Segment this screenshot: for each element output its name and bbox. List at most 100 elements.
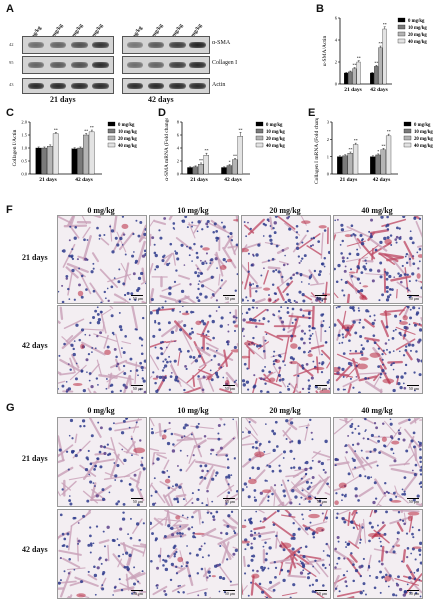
y-tick-label: 4 [335,38,338,43]
legend-label: 10 mg/kg [266,130,285,135]
bar [35,147,42,175]
bar [344,72,349,85]
scale-bar-label: 50 μm [316,296,327,301]
column-header: 20 mg/kg [269,206,301,215]
significance-label: ** [379,41,383,46]
scale-bar [315,295,327,296]
scale-bar [131,498,143,499]
legend-swatch [255,135,264,141]
scale-bar-label: 50 μm [132,499,143,504]
mw-marker: 42 [9,42,14,47]
legend-label: 10 mg/kg [118,130,137,135]
bar [378,47,383,85]
legend-label: 0 mg/kg [414,123,431,128]
panel-label-a: A [6,3,14,15]
category-label: 42 days [373,177,391,183]
y-axis-label: α-SMA/Actin [322,36,328,67]
legend-swatch [397,24,406,30]
blot-actin-21d [22,78,114,94]
y-tick-label: 4 [177,146,180,151]
bar [232,159,238,175]
legend-label: 20 mg/kg [118,137,137,142]
mw-marker: 95 [9,60,14,65]
legend-swatch [397,17,406,23]
scale-bar [407,295,419,296]
legend-label: 0 mg/kg [118,123,135,128]
bar [83,134,89,175]
bar [385,135,392,175]
y-tick-label: 0 [327,172,330,177]
significance-label: * [229,160,231,165]
y-tick-label: 6 [335,16,338,21]
legend-label: 10 mg/kg [408,26,427,31]
bar [88,131,95,175]
y-tick-label: 2 [177,159,179,164]
blot-actin-42d [122,78,210,94]
legend-label: 40 mg/kg [414,144,433,149]
significance-label: ** [354,138,358,143]
category-label: 21 days [39,177,57,183]
row-header: 42 days [22,545,48,554]
bar [203,155,209,175]
y-tick-label: 8 [177,120,180,125]
bar [370,72,375,85]
bar [198,164,204,175]
bar [375,154,381,175]
significance-label: ** [353,63,357,68]
legend-swatch [403,121,412,127]
scale-bar [315,590,327,591]
category-label: 42 days [75,177,93,183]
legend-label: 20 mg/kg [266,137,285,142]
micrograph: 50 μm [241,417,331,507]
scale-bar [315,498,327,499]
scale-bar-label: 50 μm [408,591,419,596]
y-tick-label: 1.5 [21,133,27,138]
significance-label: ** [357,56,361,61]
row-header: 21 days [22,454,48,463]
bar [226,165,233,175]
category-label: 21 days [190,177,208,183]
micrograph: 50 μm [241,215,331,304]
panel-label-c: C [6,107,14,119]
legend-label: 0 mg/kg [408,19,425,24]
micrograph: 50 μm [333,305,423,394]
bar [187,167,193,175]
micrograph: 50 μm [57,417,147,507]
legend-swatch [107,121,116,127]
bar [237,136,243,175]
bar [352,144,359,175]
scale-bar-label: 50 μm [408,499,419,504]
bar [374,66,379,85]
blot-group-label: 42 days [148,95,174,104]
scale-bar [223,590,235,591]
column-header: 10 mg/kg [177,406,209,415]
row-header: 42 days [22,341,48,350]
row-header: 21 days [22,253,48,262]
legend-label: 0 mg/kg [266,123,283,128]
legend-label: 20 mg/kg [414,137,433,142]
scale-bar-label: 50 μm [316,591,327,596]
y-tick-label: 2.0 [21,120,27,125]
y-tick-label: 6 [177,133,180,138]
bar [348,71,353,85]
bar [192,166,199,175]
micrograph: 50 μm [149,305,239,394]
micrograph: 50 μm [57,305,147,394]
y-tick-label: 0.0 [21,172,27,177]
legend-swatch [255,121,264,127]
column-header: 40 mg/kg [361,406,393,415]
significance-label: ** [199,158,203,163]
panel-label-b: B [316,3,324,15]
significance-label: ** [381,143,385,148]
legend-swatch [397,31,406,37]
panel-label-e: E [308,107,316,119]
significance-label: ** [238,127,242,132]
y-tick-label: 0 [335,82,338,87]
micrograph: 50 μm [241,305,331,394]
legend-swatch [403,135,412,141]
scale-bar-label: 50 μm [132,386,143,391]
y-axis-label: α-SMA mRNA (Fold change) [163,118,170,181]
